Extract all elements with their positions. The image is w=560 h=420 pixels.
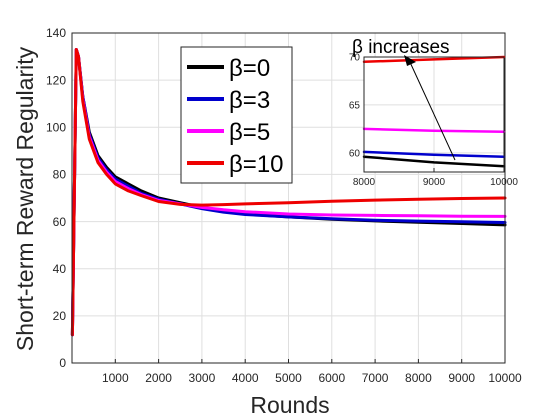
main-y-tick-label: 60	[53, 215, 67, 229]
inset-series-line-0	[362, 155, 506, 168]
inset-series-line-3	[362, 55, 506, 64]
main-x-tick-labels: 1000 2000 3000 4000 5000 6000 7000 8000 9000 1000…	[102, 371, 522, 385]
annotation-arrow-shaft	[408, 59, 456, 161]
main-x-tick-label: 5000	[275, 371, 302, 385]
inset-y-tick-label: 70	[349, 53, 361, 64]
inset-x-tick-labels: 8000 9000 10000	[353, 177, 518, 188]
inset-series-line-1	[362, 150, 506, 158]
main-y-tick-labels: 0 20 40 60 80 100 120 140	[46, 26, 66, 370]
main-x-tick-label: 7000	[362, 371, 389, 385]
annotation-arrow-head	[404, 55, 416, 66]
y-axis-label: Short-term Reward Regularity	[12, 46, 38, 351]
legend-label-3: β=10	[229, 151, 284, 178]
main-y-tick-label: 80	[53, 168, 67, 182]
main-x-tick-label: 4000	[232, 371, 259, 385]
main-x-tick-label: 3000	[189, 371, 216, 385]
main-x-tick-label: 6000	[318, 371, 345, 385]
main-y-tick-label: 120	[46, 73, 66, 87]
legend-box	[180, 46, 293, 184]
inset-axes-box	[363, 56, 505, 173]
main-y-tick-label: 0	[59, 356, 66, 370]
inset-plot: 8000 9000 10000 60 65 70	[349, 53, 518, 189]
main-x-tick-label: 10000	[488, 371, 522, 385]
main-x-tick-label: 9000	[448, 371, 475, 385]
main-y-tick-label: 140	[46, 26, 66, 40]
main-y-tick-label: 100	[46, 120, 66, 134]
main-lines	[70, 48, 507, 337]
inset-lines	[362, 55, 506, 168]
inset-x-tick-label: 9000	[423, 177, 446, 188]
inset-x-tick-label: 10000	[490, 177, 518, 188]
x-axis-label: Rounds	[250, 392, 329, 418]
main-y-tick-label: 20	[53, 309, 67, 323]
inset-y-tick-label: 65	[349, 100, 361, 111]
inset-series-line-2	[362, 127, 506, 133]
inset-x-tick-label: 8000	[353, 177, 376, 188]
main-series-line-3	[70, 48, 507, 337]
annotation-beta-increases: β increases	[352, 37, 450, 58]
legend: β=0 β=3 β=5 β=10	[180, 46, 293, 184]
main-y-tick-label: 40	[53, 262, 67, 276]
main-x-tick-label: 1000	[102, 371, 129, 385]
inset-y-tick-labels: 60 65 70	[349, 53, 361, 160]
main-x-tick-label: 8000	[405, 371, 432, 385]
legend-label-0: β=0	[229, 55, 270, 82]
legend-label-2: β=5	[229, 119, 270, 146]
inset-y-tick-label: 60	[349, 148, 361, 159]
legend-label-1: β=3	[229, 87, 270, 114]
main-axes-box	[71, 32, 506, 364]
main-x-tick-label: 2000	[145, 371, 172, 385]
